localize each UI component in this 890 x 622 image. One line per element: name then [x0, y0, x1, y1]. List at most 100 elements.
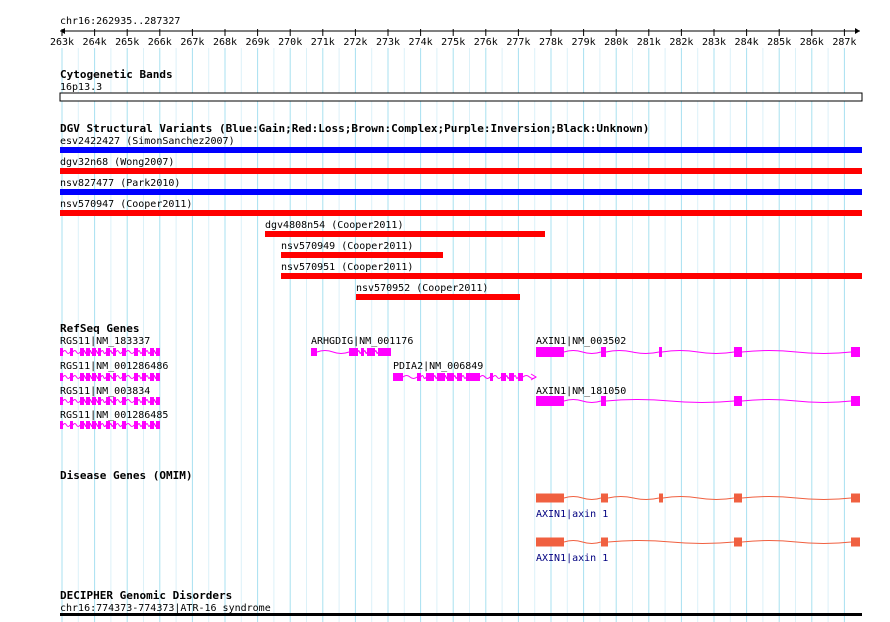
exon-block — [113, 421, 116, 429]
exon-block — [142, 373, 146, 381]
ruler-tick-label: 283k — [702, 37, 726, 48]
ruler-tick-label: 274k — [409, 37, 433, 48]
variant-bar-gain[interactable] — [60, 189, 862, 195]
exon-block — [60, 397, 63, 405]
gene-model[interactable] — [536, 493, 860, 503]
exon-block — [122, 397, 126, 405]
exon-block — [851, 493, 860, 503]
gene-model[interactable] — [60, 348, 160, 356]
track-refseq-genes[interactable]: RefSeq Genes RGS11|NM_183337 RGS11|NM_00… — [60, 322, 860, 429]
ruler-tick-label: 280k — [604, 37, 628, 48]
ruler-tick-label: 271k — [311, 37, 335, 48]
exon-block — [361, 348, 364, 356]
cytoband-bar[interactable] — [59, 92, 863, 102]
exon-block — [142, 421, 146, 429]
gene-model[interactable] — [60, 373, 160, 381]
exon-block — [113, 348, 116, 356]
gene-label: PDIA2|NM_006849 — [393, 361, 483, 372]
exon-block — [601, 537, 608, 547]
ruler-tick-label: 284k — [735, 37, 759, 48]
exon-block — [518, 373, 523, 381]
omim-gene-models[interactable] — [536, 493, 860, 547]
exon-block — [734, 493, 742, 503]
ruler-tick-label: 267k — [180, 37, 204, 48]
track-decipher-genomic-disorders[interactable]: DECIPHER Genomic Disorders chr16:774373-… — [60, 589, 862, 616]
ruler-tick-label: 285k — [767, 37, 791, 48]
exon-block — [70, 373, 73, 381]
variant-label: nsv570947 (Cooper2011) — [60, 199, 192, 210]
gene-label: RGS11|NM_183337 — [60, 336, 150, 347]
intron-line — [62, 399, 157, 403]
exon-block — [142, 348, 146, 356]
cytoband-label: 16p13.3 — [60, 82, 102, 93]
track-omim-disease-genes[interactable]: Disease Genes (OMIM) AXIN1|axin 1 AXIN1|… — [60, 469, 860, 564]
exon-block — [60, 421, 63, 429]
exon-block — [80, 397, 84, 405]
exon-block — [113, 373, 116, 381]
variant-bar-gain[interactable] — [60, 147, 862, 153]
variant-bar-loss[interactable] — [60, 210, 862, 216]
gene-model[interactable] — [60, 421, 160, 429]
exon-block — [80, 421, 84, 429]
ruler-tick-label: 269k — [246, 37, 270, 48]
variant-label: esv2422427 (SimonSanchez2007) — [60, 136, 235, 147]
exon-block — [734, 396, 742, 406]
refseq-gene-models[interactable] — [60, 347, 860, 429]
exon-block — [92, 348, 96, 356]
ruler-tick-label: 276k — [474, 37, 498, 48]
omim-gene-label[interactable]: AXIN1|axin 1 — [536, 509, 608, 520]
exon-block — [113, 397, 116, 405]
gene-label: AXIN1|NM_003502 — [536, 336, 626, 347]
gene-model[interactable] — [536, 396, 860, 406]
exon-block — [86, 348, 90, 356]
exon-block — [457, 373, 462, 381]
intron-line — [316, 350, 379, 354]
variant-label: nsv827477 (Park2010) — [60, 178, 180, 189]
gene-label: AXIN1|NM_181050 — [536, 386, 626, 397]
intron-line — [563, 496, 852, 500]
exon-block — [86, 373, 90, 381]
gene-model[interactable] — [311, 348, 391, 356]
exon-block — [98, 421, 101, 429]
exon-block — [80, 348, 84, 356]
exon-block — [106, 348, 110, 356]
exon-block — [70, 421, 73, 429]
variant-bar-loss[interactable] — [356, 294, 520, 300]
variant-bar-loss[interactable] — [60, 168, 862, 174]
gene-label: RGS11|NM_003834 — [60, 386, 150, 397]
exon-block — [501, 373, 506, 381]
coordinate-ruler[interactable]: chr16:262935..287327 263k 264k 265k 266k 267… — [50, 16, 860, 48]
track-cytogenetic-bands[interactable]: Cytogenetic Bands 16p13.3 — [59, 68, 863, 102]
track-dgv-structural-variants[interactable]: DGV Structural Variants (Blue:Gain;Red:L… — [60, 122, 862, 300]
gene-label: RGS11|NM_001286485 — [60, 410, 168, 421]
ruler-tick-label: 278k — [539, 37, 563, 48]
decipher-bar[interactable] — [60, 613, 862, 616]
exon-block — [426, 373, 434, 381]
exon-block — [134, 373, 138, 381]
exon-block — [134, 421, 138, 429]
variant-label: dgv32n68 (Wong2007) — [60, 157, 174, 168]
track-title-cytogenetic-bands: Cytogenetic Bands — [60, 68, 173, 81]
ruler-tick-label: 263k — [50, 37, 74, 48]
exon-block — [70, 397, 73, 405]
exon-block — [466, 373, 480, 381]
exon-block — [417, 373, 421, 381]
ruler-tick-label: 270k — [278, 37, 302, 48]
variant-bar-loss[interactable] — [281, 252, 443, 258]
exon-block — [122, 373, 126, 381]
variant-label: nsv570949 (Cooper2011) — [281, 241, 413, 252]
exon-block — [92, 421, 96, 429]
exon-block — [150, 373, 154, 381]
gene-model[interactable] — [393, 373, 537, 381]
omim-gene-label[interactable]: AXIN1|axin 1 — [536, 553, 608, 564]
exon-block — [98, 348, 101, 356]
gene-model[interactable] — [536, 347, 860, 357]
intron-line — [563, 350, 852, 354]
variant-bar-loss[interactable] — [265, 231, 545, 237]
ruler-tick-label: 287k — [832, 37, 856, 48]
exon-block — [447, 373, 454, 381]
gene-model[interactable] — [536, 537, 860, 547]
gene-model[interactable] — [60, 397, 160, 405]
exon-block — [106, 421, 110, 429]
variant-bar-loss[interactable] — [281, 273, 862, 279]
